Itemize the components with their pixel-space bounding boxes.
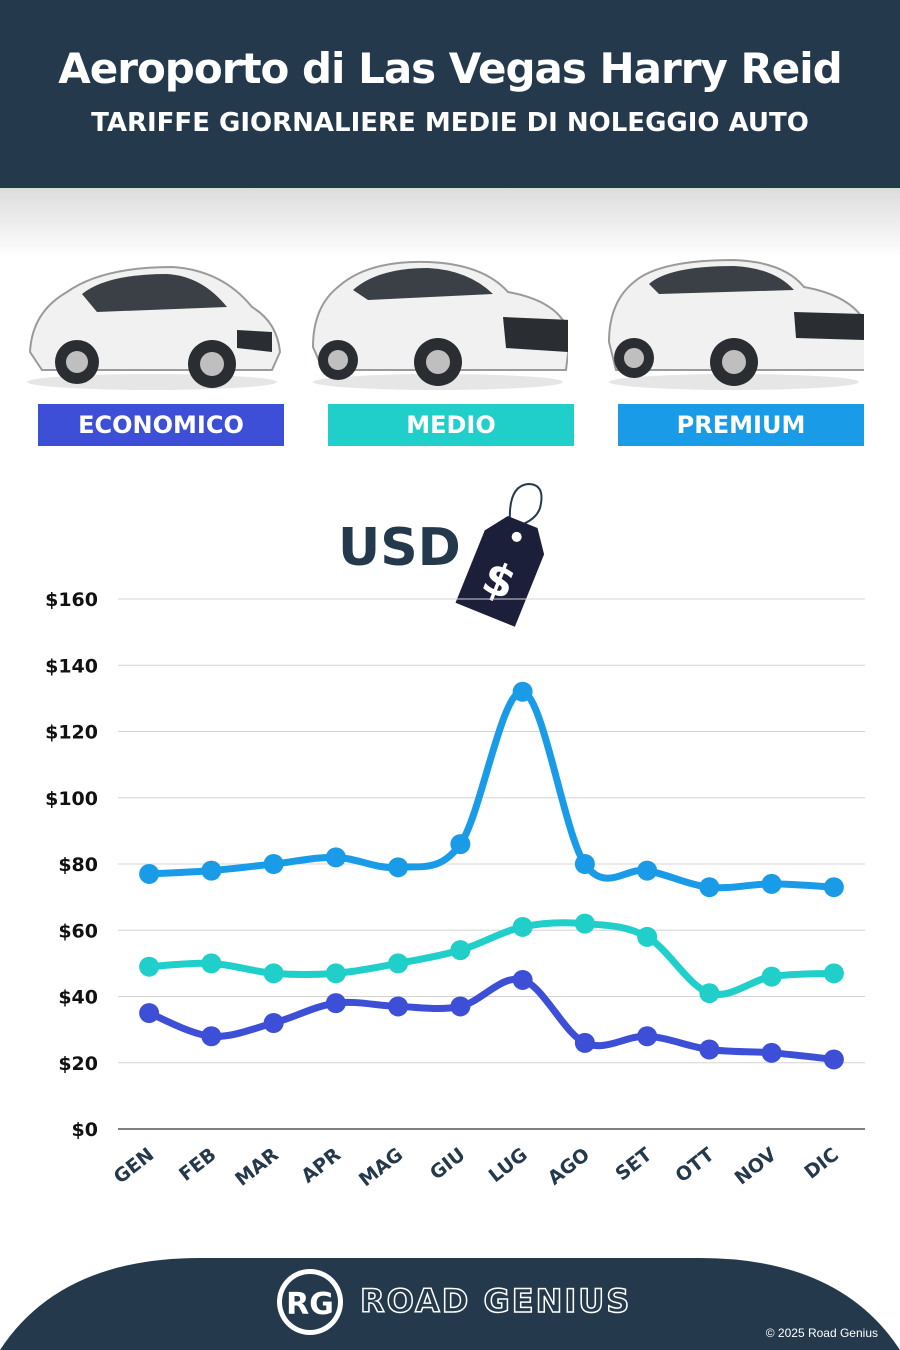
data-point-premium xyxy=(263,854,284,874)
data-point-economico xyxy=(761,1042,782,1063)
header-banner: Aeroporto di Las Vegas Harry Reid TARIFF… xyxy=(0,0,900,188)
x-tick-label: DIC xyxy=(800,1144,843,1184)
x-tick-label: NOV xyxy=(731,1143,781,1189)
data-point-economico xyxy=(699,1039,720,1060)
y-tick-label: $80 xyxy=(58,854,98,876)
data-point-premium xyxy=(761,873,782,894)
y-tick-label: $120 xyxy=(45,722,98,744)
data-point-premium xyxy=(201,860,222,881)
header-shadow xyxy=(0,188,900,258)
data-point-premium xyxy=(823,877,844,898)
y-tick-label: $40 xyxy=(58,987,98,1009)
data-point-economico xyxy=(637,1026,658,1047)
data-point-medio xyxy=(637,926,658,947)
x-tick-label: APR xyxy=(297,1143,345,1187)
economy-car-icon xyxy=(27,265,282,390)
x-tick-label: AGO xyxy=(544,1144,594,1190)
series-line-medio xyxy=(145,919,838,998)
x-tick-label: OTT xyxy=(671,1144,718,1188)
data-point-medio xyxy=(761,966,782,987)
data-point-medio xyxy=(512,916,533,937)
legend-economy: ECONOMICO xyxy=(38,404,284,446)
data-point-economico xyxy=(823,1049,844,1070)
premium-car-icon xyxy=(607,258,864,390)
data-point-medio xyxy=(201,953,222,974)
line-chart: $0 $20 $40 $60 $80 $100 $120 $140 $160 GEN FEB MAR A… xyxy=(45,589,865,1192)
data-point-premium xyxy=(139,863,160,884)
y-tick-label: $60 xyxy=(58,920,98,942)
y-tick-label: $100 xyxy=(45,788,98,810)
logo-monogram: RG xyxy=(286,1287,334,1322)
data-point-medio xyxy=(139,956,160,977)
x-tick-label: LUG xyxy=(485,1144,532,1187)
legend-premium: PREMIUM xyxy=(618,404,864,446)
data-point-premium xyxy=(574,854,595,874)
x-tick-label: SET xyxy=(611,1144,656,1186)
data-point-premium xyxy=(637,860,658,881)
data-point-premium xyxy=(512,681,533,702)
x-tick-label: MAR xyxy=(231,1143,283,1190)
data-point-economico xyxy=(450,996,471,1017)
data-point-medio xyxy=(574,913,595,934)
footer-banner: RG xyxy=(0,1258,900,1350)
x-tick-label: GIU xyxy=(426,1144,470,1185)
midsize-car-icon xyxy=(311,260,568,390)
data-point-economico xyxy=(325,993,346,1014)
data-point-economico xyxy=(201,1026,222,1047)
data-point-medio xyxy=(823,963,844,984)
data-point-medio xyxy=(450,940,471,961)
y-tick-label: $0 xyxy=(72,1119,98,1141)
data-point-economico xyxy=(574,1032,595,1053)
x-tick-label: FEB xyxy=(175,1144,220,1186)
y-tick-label: $160 xyxy=(45,589,98,611)
series-line-premium xyxy=(145,688,838,892)
data-point-economico xyxy=(388,996,409,1017)
y-tick-label: $140 xyxy=(45,655,98,677)
page-title: Aeroporto di Las Vegas Harry Reid xyxy=(58,44,842,93)
data-point-economico xyxy=(263,1013,284,1033)
x-tick-label: MAG xyxy=(355,1144,407,1192)
legend-medium: MEDIO xyxy=(328,404,574,446)
x-tick-label: GEN xyxy=(110,1144,159,1189)
y-tick-label: $20 xyxy=(58,1053,98,1075)
page-subtitle: TARIFFE GIORNALIERE MEDIE DI NOLEGGIO AU… xyxy=(91,108,809,138)
data-point-premium xyxy=(699,877,720,898)
currency-label: USD xyxy=(338,518,461,578)
brand-name: ROAD GENIUS xyxy=(359,1281,632,1321)
data-point-premium xyxy=(450,834,471,855)
data-point-medio xyxy=(325,963,346,984)
data-point-medio xyxy=(388,953,409,974)
data-point-economico xyxy=(139,1003,160,1024)
copyright-text: © 2025 Road Genius xyxy=(765,1326,878,1340)
data-point-economico xyxy=(512,969,533,990)
data-point-medio xyxy=(699,983,720,1004)
data-point-medio xyxy=(263,963,284,984)
data-point-premium xyxy=(388,857,409,878)
data-point-premium xyxy=(325,847,346,868)
